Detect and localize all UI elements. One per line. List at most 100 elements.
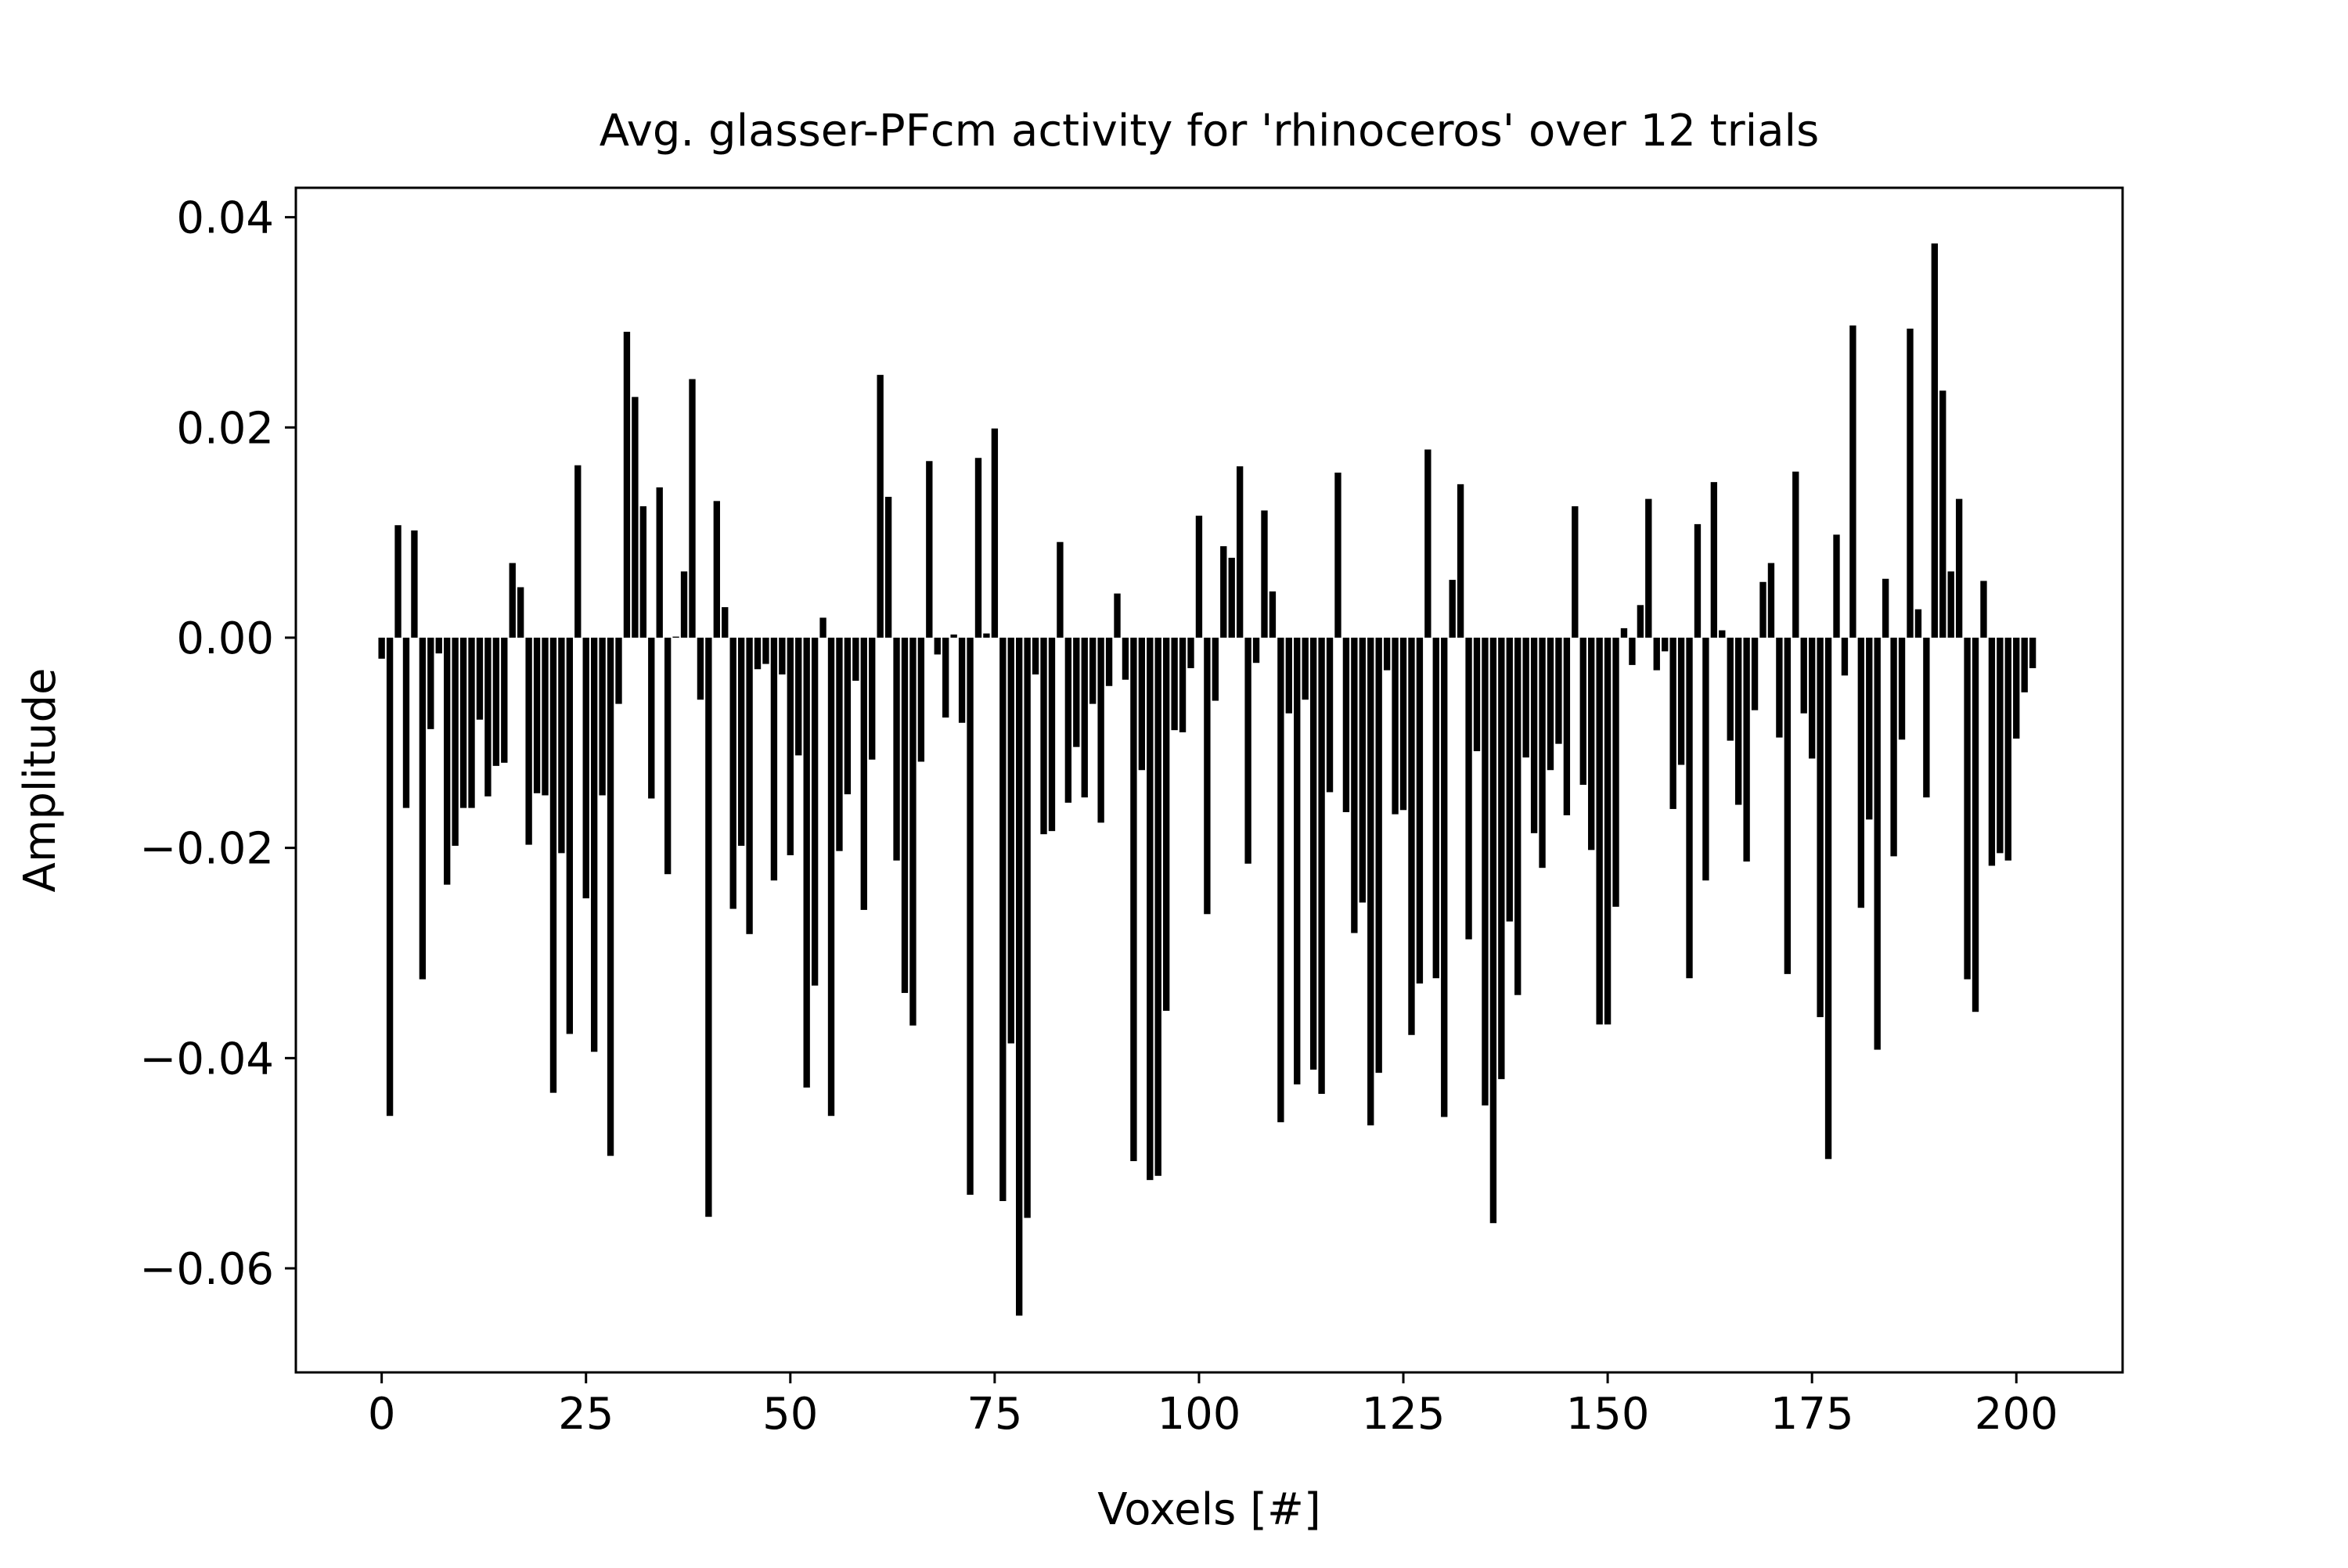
bar-voxel-129 <box>1432 637 1439 979</box>
bar-voxel-157 <box>1662 637 1669 652</box>
bar-voxel-201 <box>2021 637 2028 692</box>
bar-voxel-38 <box>689 379 696 638</box>
bar-voxel-19 <box>533 637 541 793</box>
bar-voxel-7 <box>435 637 442 654</box>
bar-voxel-51 <box>795 637 802 756</box>
bar-voxel-124 <box>1392 637 1399 815</box>
x-tick-label: 175 <box>1770 1389 1854 1440</box>
bar-voxel-27 <box>599 637 606 796</box>
bar-voxel-187 <box>1907 329 1914 638</box>
bar-voxel-172 <box>1784 637 1792 974</box>
bar-voxel-191 <box>1939 390 1946 638</box>
bar-voxel-154 <box>1637 605 1644 638</box>
bar-voxel-150 <box>1604 637 1612 1025</box>
bar-voxel-85 <box>1073 637 1080 747</box>
bar-voxel-189 <box>1923 637 1930 798</box>
bar-voxel-111 <box>1285 637 1292 714</box>
bar-voxel-36 <box>672 636 679 638</box>
bar-voxel-167 <box>1743 637 1750 862</box>
bar-voxel-59 <box>860 637 867 910</box>
bar-voxel-89 <box>1105 637 1113 686</box>
bar-voxel-67 <box>926 461 933 638</box>
bar-voxel-57 <box>844 637 852 795</box>
bar-voxel-43 <box>729 637 736 909</box>
y-tick-label: −0.06 <box>139 1244 274 1295</box>
bar-voxel-48 <box>770 637 778 881</box>
bar-voxel-62 <box>884 496 892 638</box>
bar-voxel-91 <box>1122 637 1129 680</box>
bar-voxel-96 <box>1163 637 1170 1011</box>
bar-voxel-26 <box>590 637 598 1052</box>
bar-voxel-165 <box>1727 637 1734 741</box>
bar-voxel-35 <box>664 637 672 875</box>
bar-voxel-32 <box>639 506 646 638</box>
bar-voxel-113 <box>1302 637 1309 700</box>
y-tick-label: −0.02 <box>139 824 274 875</box>
bar-voxel-40 <box>705 637 712 1217</box>
bar-voxel-4 <box>411 530 418 638</box>
bar-voxel-63 <box>893 637 900 861</box>
bar-voxel-127 <box>1416 637 1424 984</box>
bar-voxel-97 <box>1171 637 1178 731</box>
bar-voxel-20 <box>542 637 549 796</box>
bar-voxel-117 <box>1334 473 1341 638</box>
bar-voxel-143 <box>1547 637 1554 771</box>
bar-voxel-126 <box>1408 637 1415 1035</box>
bar-voxel-173 <box>1792 471 1799 638</box>
bar-voxel-47 <box>762 637 769 664</box>
bar-voxel-18 <box>525 637 532 845</box>
bar-voxel-101 <box>1204 637 1211 915</box>
bar-voxel-145 <box>1563 637 1571 815</box>
bar-voxel-66 <box>917 637 925 762</box>
bar-voxel-37 <box>680 571 688 638</box>
bar-voxel-23 <box>566 637 574 1034</box>
bar-voxel-0 <box>378 637 385 659</box>
bar-voxel-141 <box>1530 637 1538 833</box>
bar-voxel-25 <box>582 637 589 899</box>
bar-voxel-137 <box>1498 637 1505 1080</box>
bar-voxel-104 <box>1228 557 1235 638</box>
bar-voxel-136 <box>1489 637 1497 1224</box>
bar-voxel-11 <box>468 637 475 808</box>
bar-voxel-2 <box>394 525 402 638</box>
x-tick-label: 150 <box>1566 1389 1650 1440</box>
bar-voxel-72 <box>967 637 974 1195</box>
bar-voxel-8 <box>444 637 451 885</box>
bars-layer <box>378 243 2036 1316</box>
bar-voxel-105 <box>1236 466 1244 638</box>
bar-voxel-188 <box>1914 609 1922 638</box>
bar-voxel-50 <box>787 637 794 856</box>
bar-voxel-131 <box>1449 580 1456 638</box>
bar-voxel-182 <box>1866 637 1873 820</box>
bar-voxel-70 <box>950 634 957 638</box>
x-tick-label: 200 <box>1975 1389 2058 1440</box>
bar-voxel-162 <box>1702 637 1709 881</box>
bar-voxel-169 <box>1759 581 1766 638</box>
bar-voxel-115 <box>1318 637 1325 1094</box>
bar-voxel-192 <box>1947 571 1954 638</box>
bar-voxel-110 <box>1277 637 1284 1123</box>
bar-voxel-98 <box>1179 637 1187 732</box>
bar-voxel-146 <box>1572 506 1579 638</box>
bar-voxel-87 <box>1089 637 1097 704</box>
bar-voxel-6 <box>427 637 434 729</box>
x-tick-label: 100 <box>1158 1389 1241 1440</box>
bar-voxel-16 <box>509 563 516 638</box>
bar-voxel-45 <box>746 637 753 934</box>
bar-voxel-94 <box>1147 637 1154 1181</box>
bar-voxel-138 <box>1506 637 1513 922</box>
x-tick-label: 50 <box>762 1389 818 1440</box>
bar-voxel-134 <box>1473 637 1481 752</box>
bar-voxel-152 <box>1620 628 1628 638</box>
bar-voxel-65 <box>909 637 917 1026</box>
bar-voxel-54 <box>819 617 826 638</box>
bar-voxel-161 <box>1694 523 1702 638</box>
bar-voxel-158 <box>1669 637 1676 809</box>
bar-voxel-106 <box>1244 637 1251 864</box>
bar-voxel-21 <box>549 637 557 1093</box>
bar-voxel-198 <box>1997 637 2004 854</box>
bar-voxel-14 <box>492 637 500 766</box>
bar-voxel-84 <box>1064 637 1072 803</box>
